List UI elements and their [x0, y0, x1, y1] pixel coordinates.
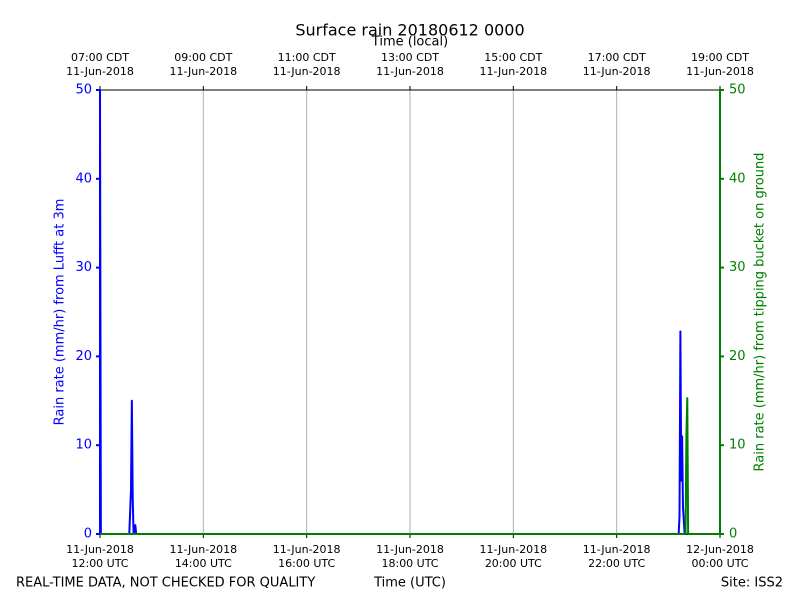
y2-tick-label: 40	[729, 171, 746, 186]
x2-tick-label: 11-Jun-2018	[479, 65, 547, 78]
chart-title: Surface rain 20180612 0000	[295, 21, 524, 40]
x2-tick-label: 11-Jun-2018	[583, 65, 651, 78]
x2-tick-label: 11-Jun-2018	[169, 65, 237, 78]
x2-tick-label: 17:00 CDT	[588, 51, 646, 64]
y-tick-label: 50	[75, 83, 92, 98]
x2-tick-label: 11:00 CDT	[278, 51, 336, 64]
series-line	[100, 397, 720, 535]
y2-tick-label: 0	[729, 527, 737, 542]
y2-tick-label: 10	[729, 438, 746, 453]
x-tick-label: 11-Jun-2018	[169, 543, 237, 556]
x-tick-label: 11-Jun-2018	[583, 543, 651, 556]
x2-tick-label: 19:00 CDT	[691, 51, 749, 64]
footer-right: Site: ISS2	[721, 576, 783, 591]
x-tick-label: 20:00 UTC	[485, 557, 542, 570]
x2-tick-label: 09:00 CDT	[174, 51, 232, 64]
x2-tick-label: 11-Jun-2018	[273, 65, 341, 78]
y2-tick-label: 30	[729, 260, 746, 275]
x-tick-label: 11-Jun-2018	[376, 543, 444, 556]
y-tick-label: 40	[75, 171, 92, 186]
x-tick-label: 11-Jun-2018	[479, 543, 547, 556]
y-tick-label: 30	[75, 260, 92, 275]
x2-tick-label: 11-Jun-2018	[376, 65, 444, 78]
x-tick-label: 22:00 UTC	[588, 557, 645, 570]
x2-tick-label: 07:00 CDT	[71, 51, 129, 64]
x-tick-label: 12:00 UTC	[71, 557, 128, 570]
y2-tick-label: 20	[729, 349, 746, 364]
x-tick-label: 00:00 UTC	[691, 557, 748, 570]
x2-tick-label: 11-Jun-2018	[66, 65, 134, 78]
x2-tick-label: 11-Jun-2018	[686, 65, 754, 78]
x-tick-label: 12-Jun-2018	[686, 543, 754, 556]
y-tick-label: 20	[75, 349, 92, 364]
footer-left: REAL-TIME DATA, NOT CHECKED FOR QUALITY	[16, 576, 315, 591]
x-tick-label: 11-Jun-2018	[66, 543, 134, 556]
y-axis-label: Rain rate (mm/hr) from Lufft at 3m	[53, 199, 68, 426]
x2-axis-label: Time (local)	[371, 35, 448, 50]
y2-tick-label: 50	[729, 83, 746, 98]
x-axis-label: Time (UTC)	[373, 576, 446, 591]
x2-tick-label: 13:00 CDT	[381, 51, 439, 64]
y-tick-label: 0	[84, 527, 92, 542]
y-tick-label: 10	[75, 438, 92, 453]
x2-tick-label: 15:00 CDT	[484, 51, 542, 64]
x-tick-label: 18:00 UTC	[381, 557, 438, 570]
x-tick-label: 11-Jun-2018	[273, 543, 341, 556]
x-tick-label: 16:00 UTC	[278, 557, 335, 570]
x-tick-label: 14:00 UTC	[175, 557, 232, 570]
y2-axis-label: Rain rate (mm/hr) from tipping bucket on…	[753, 153, 768, 472]
